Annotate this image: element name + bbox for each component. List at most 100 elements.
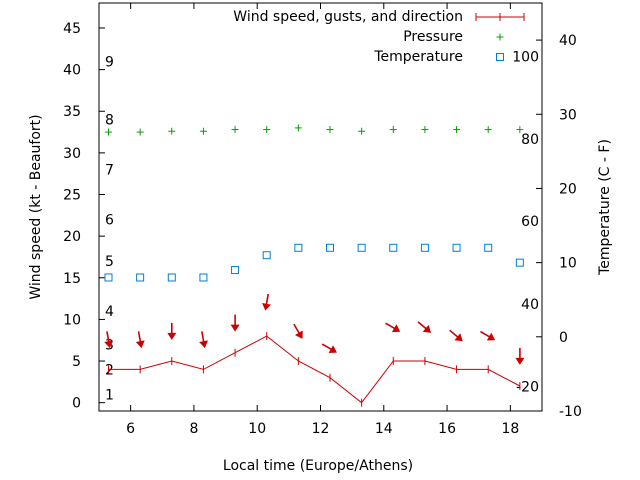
y-left-tick-label: 10 xyxy=(63,312,81,328)
pressure-point xyxy=(231,126,239,134)
wind-arrow-head xyxy=(486,332,496,341)
wind-gust-arrow xyxy=(321,343,337,353)
legend: Wind speed, gusts, and direction Pressur… xyxy=(233,9,525,65)
y-right-tick-label: 40 xyxy=(559,33,577,49)
temperature-point xyxy=(262,251,271,260)
y-left-tick-label: 15 xyxy=(63,271,81,287)
fahrenheit-label: 60 xyxy=(521,214,539,230)
beaufort-label: 8 xyxy=(105,113,114,129)
y-right-tick-label: 30 xyxy=(559,107,577,123)
temperature-point xyxy=(136,273,145,282)
temperature-point xyxy=(389,243,398,252)
legend-swatches xyxy=(475,13,525,61)
y-right-tick-label: 10 xyxy=(559,256,577,272)
wind-arrow-head xyxy=(295,330,303,339)
temperature-point xyxy=(357,243,366,252)
pressure-point xyxy=(326,126,334,134)
wind-arrow-head xyxy=(328,345,337,353)
pressure-point xyxy=(294,124,302,132)
pressure-point xyxy=(516,126,524,134)
beaufort-label: 4 xyxy=(105,304,114,320)
beaufort-label: 7 xyxy=(105,163,114,179)
tick-labels: 6 8 10 12 14 16 1 80 5 10 15 20 25 30 35 40 45 -10 0 10 20 30… xyxy=(63,21,582,437)
wind-arrow-head xyxy=(515,357,525,365)
temperature-point xyxy=(420,243,429,252)
pressure-point xyxy=(358,127,366,135)
legend-swatch-wind xyxy=(475,13,525,21)
y-left-tick-label: 5 xyxy=(72,354,81,370)
legend-label-temperature: Temperature xyxy=(373,49,463,65)
wind-gust-arrow xyxy=(167,322,177,340)
wind-arrow-shaft xyxy=(265,293,270,306)
wind-gust-arrow xyxy=(293,323,303,339)
wind-arrow-head xyxy=(391,324,401,333)
pressure-point xyxy=(263,126,271,134)
pressure-point xyxy=(104,128,112,136)
pressure-point xyxy=(389,126,397,134)
fahrenheit-label: 40 xyxy=(521,297,539,313)
y-left-tick-label: 35 xyxy=(63,104,81,120)
wind-gust-arrow xyxy=(104,331,114,349)
axis-ticks xyxy=(99,3,542,412)
wind-gust-arrow xyxy=(417,321,432,333)
x-tick-label: 16 xyxy=(438,421,456,437)
y-left-tick-label: 40 xyxy=(63,63,81,79)
y-left-tick-label: 20 xyxy=(63,229,81,245)
y-left-tick-label: 25 xyxy=(63,188,81,204)
wind-arrow-head xyxy=(199,340,209,349)
wind-arrow-shaft xyxy=(106,331,110,344)
wind-speed-line xyxy=(108,335,521,404)
beaufort-label: 6 xyxy=(105,212,114,228)
wind-arrow-head xyxy=(422,324,432,333)
wind-gust-arrow xyxy=(262,293,271,311)
y-right-tick-label: -10 xyxy=(559,404,582,420)
temperature-point xyxy=(199,273,208,282)
pressure-point xyxy=(136,128,144,136)
pressure-point xyxy=(453,126,461,134)
beaufort-label: 1 xyxy=(105,387,114,403)
wind-arrow-shaft xyxy=(137,331,142,344)
wind-gust-arrow xyxy=(135,331,145,349)
x-axis-label: Local time (Europe/Athens) xyxy=(223,458,413,474)
wind-gust-arrow xyxy=(449,329,463,342)
wind-arrow-head xyxy=(230,324,240,332)
temperature-point xyxy=(231,266,240,275)
y-left-tick-label: 30 xyxy=(63,146,81,162)
temperature-point xyxy=(484,243,493,252)
x-tick-label: 12 xyxy=(312,421,330,437)
wind-arrow-head xyxy=(167,332,177,340)
y-axis-right-label: Temperature (C - F) xyxy=(597,139,613,276)
pressure-point xyxy=(199,127,207,135)
plot-frame xyxy=(98,2,543,412)
fahrenheit-label: 100 xyxy=(512,49,539,65)
x-tick-label: 6 xyxy=(126,421,135,437)
wind-arrow-head xyxy=(454,333,463,342)
legend-swatch-pressure xyxy=(496,33,504,41)
x-tick-label: 14 xyxy=(375,421,393,437)
wind-arrow-shaft xyxy=(201,331,205,344)
x-tick-label: 18 xyxy=(501,421,519,437)
y-left-tick-label: 45 xyxy=(63,21,81,37)
temperature-point xyxy=(104,273,113,282)
pressure-point xyxy=(484,126,492,134)
wind-arrow-head xyxy=(104,340,114,349)
fahrenheit-label: 80 xyxy=(521,132,539,148)
y-right-tick-label: 0 xyxy=(559,330,568,346)
wind-arrow-head xyxy=(262,303,271,311)
wind-gust-arrow xyxy=(515,347,525,365)
y-right-tick-label: 20 xyxy=(559,181,577,197)
series-layer xyxy=(104,124,525,407)
temperature-point xyxy=(515,258,524,267)
legend-label-pressure: Pressure xyxy=(403,29,463,45)
temperature-point xyxy=(294,243,303,252)
x-tick-label: 8 xyxy=(189,421,198,437)
wind-gust-arrow xyxy=(385,322,401,333)
temperature-point xyxy=(167,273,176,282)
wind-gust-arrow xyxy=(230,314,240,332)
wind-gust-arrow xyxy=(480,330,496,341)
x-tick-label: 10 xyxy=(248,421,266,437)
temperature-point xyxy=(452,243,461,252)
legend-label-wind: Wind speed, gusts, and direction xyxy=(233,9,463,25)
